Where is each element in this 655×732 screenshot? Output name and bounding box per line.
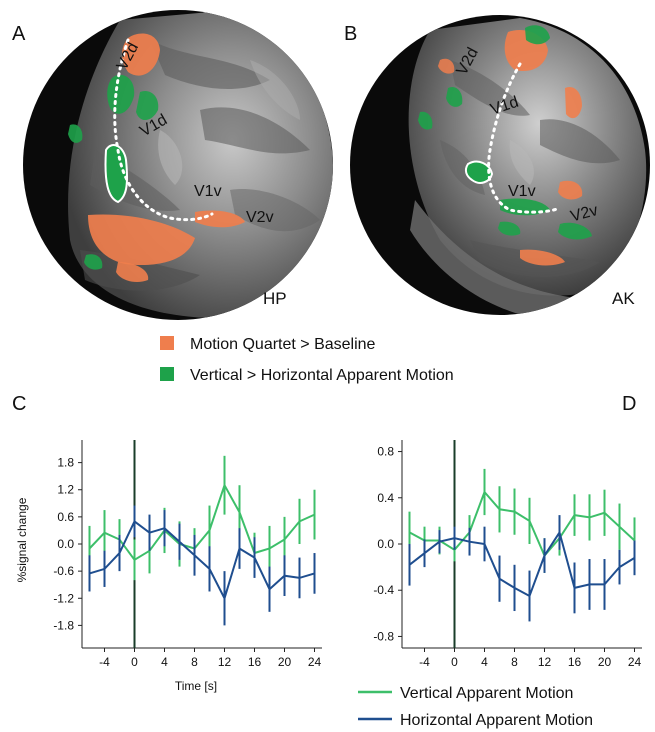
- area-label-v1v-b: V1v: [508, 183, 536, 200]
- legend-swatch-green: [160, 367, 174, 381]
- v1-boundary-a: [113, 38, 214, 222]
- panel-letter-d: D: [622, 393, 636, 415]
- chart-c-xtick-label: 16: [248, 655, 262, 669]
- chart-d-xtick-label: -4: [419, 655, 430, 669]
- chart-d-series-horizontal: [408, 529, 636, 598]
- chart-c-xtick-label: 24: [308, 655, 322, 669]
- chart-d: -0.8 -0.4 0.0 0.4 0.8 -4 0 4 8 12 16 20 24: [373, 440, 642, 669]
- chart-c-ytick-label: -1.2: [53, 591, 74, 605]
- chart-d-series-vertical: [409, 490, 636, 558]
- chart-c-xtick-label: 12: [218, 655, 232, 669]
- chart-d-xtick-label: 12: [538, 655, 552, 669]
- chart-d-ytick-label: 0.4: [377, 491, 394, 505]
- panel-letter-b: B: [344, 23, 357, 45]
- chart-c-xtick-label: 4: [161, 655, 168, 669]
- line-legend: Vertical Apparent Motion Horizontal Appa…: [358, 685, 593, 729]
- brain-panel-b: V2d V1d V1v V2v AK B: [344, 15, 650, 315]
- chart-c-xtick-label: 20: [278, 655, 292, 669]
- legend-label-horizontal-motion: Horizontal Apparent Motion: [400, 712, 593, 729]
- chart-d-xtick-label: 0: [451, 655, 458, 669]
- chart-c-xlabel: Time [s]: [175, 679, 217, 693]
- panel-letter-a: A: [12, 23, 26, 45]
- chart-d-xtick-label: 20: [598, 655, 612, 669]
- chart-c-xtick-label: 0: [131, 655, 138, 669]
- legend-label-motion-quartet: Motion Quartet > Baseline: [190, 336, 376, 353]
- chart-d-ytick-label: -0.4: [373, 583, 394, 597]
- chart-c-xtick-label: -4: [99, 655, 110, 669]
- panel-letter-c: C: [12, 393, 26, 415]
- chart-d-xtick-label: 16: [568, 655, 582, 669]
- legend-label-vertical-horizontal: Vertical > Horizontal Apparent Motion: [190, 367, 454, 384]
- area-label-v2v-b: V2v: [569, 202, 600, 226]
- chart-c-ytick-label: 0.0: [57, 537, 74, 551]
- chart-c-ytick-label: 1.8: [57, 456, 74, 470]
- chart-d-xtick-label: 4: [481, 655, 488, 669]
- legend-label-vertical-motion: Vertical Apparent Motion: [400, 685, 573, 702]
- chart-c-series-horizontal: [89, 519, 315, 601]
- subject-label-a: HP: [263, 289, 287, 308]
- v1-boundary-b: [487, 62, 562, 214]
- roi-outline-b: [464, 160, 494, 184]
- chart-c-ytick-label: -0.6: [53, 564, 74, 578]
- chart-c-ylabel: %signal change: [15, 497, 29, 582]
- chart-d-ytick-label: 0.8: [377, 445, 394, 459]
- brain-legend: Motion Quartet > Baseline Vertical > Hor…: [160, 336, 454, 384]
- chart-c-xtick-label: 8: [191, 655, 198, 669]
- area-label-v2v-a: V2v: [246, 209, 274, 226]
- chart-d-xtick-label: 8: [511, 655, 518, 669]
- legend-swatch-orange: [160, 336, 174, 350]
- chart-d-ytick-label: 0.0: [377, 537, 394, 551]
- chart-c-ytick-label: 1.2: [57, 483, 74, 497]
- chart-c-ytick-label: 0.6: [57, 510, 74, 524]
- brain-panel-a: V2d V1d V1v V2v HP A: [12, 10, 333, 320]
- chart-c-ytick-label: -1.8: [53, 618, 74, 632]
- subject-label-b: AK: [612, 289, 635, 308]
- chart-c: %signal change Time [s] -1.8 -1.2 -0.6 0.0 0…: [15, 440, 322, 693]
- chart-c-series-vertical: [88, 482, 315, 562]
- chart-d-xtick-label: 24: [628, 655, 642, 669]
- area-label-v1v-a: V1v: [194, 183, 222, 200]
- chart-d-ytick-label: -0.8: [373, 629, 394, 643]
